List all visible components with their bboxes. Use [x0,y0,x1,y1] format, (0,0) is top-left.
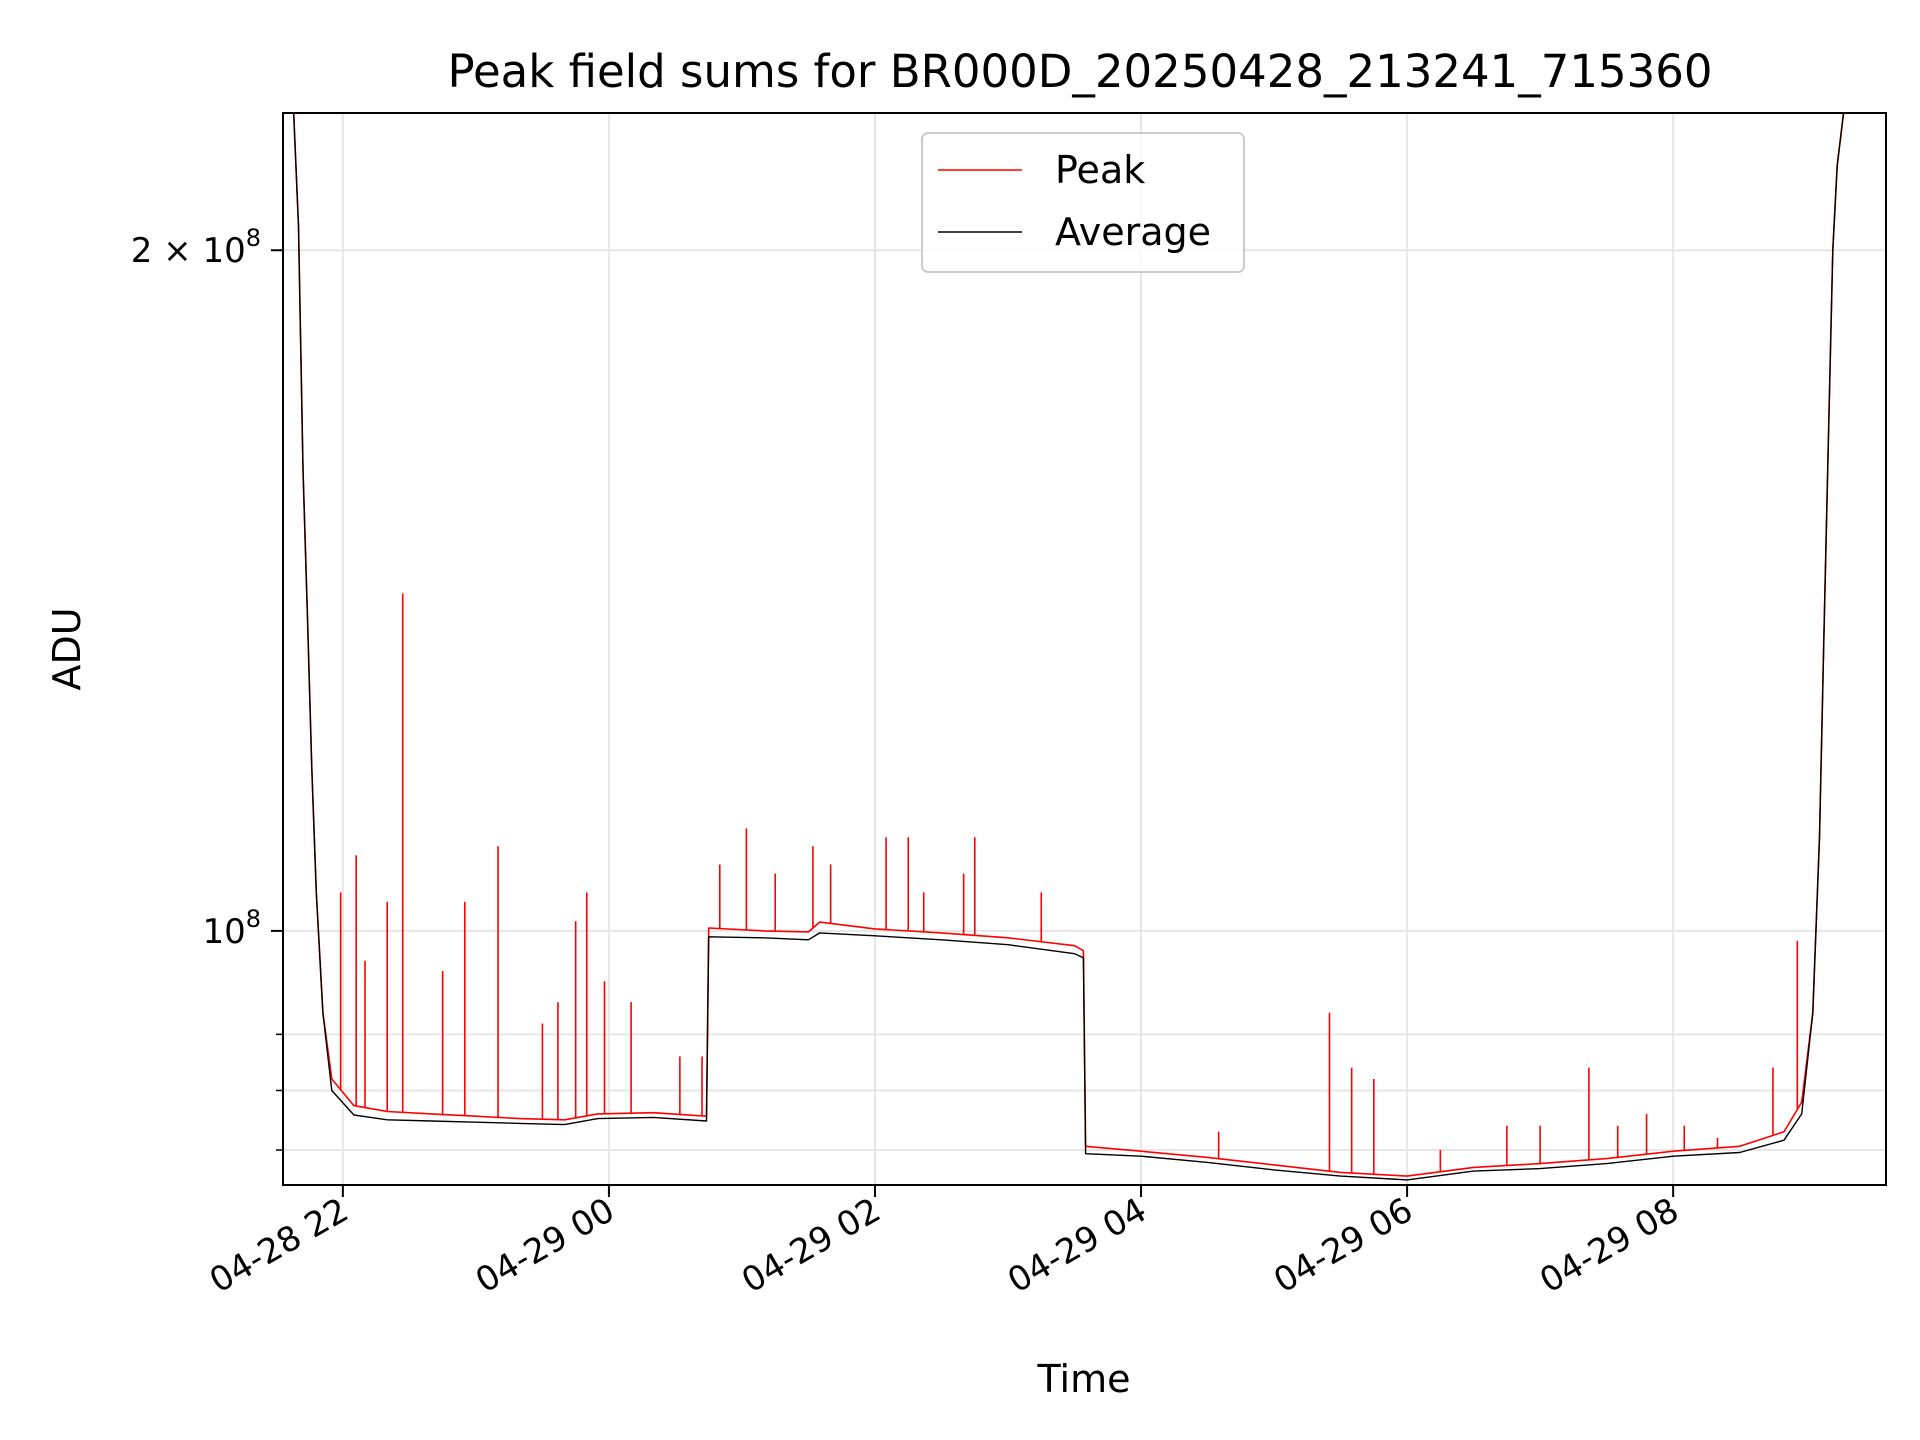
legend-box [921,132,1245,273]
x-axis-label: Time [1037,1357,1131,1401]
y-tick-label: 108 [202,905,261,952]
chart-title: Peak field sums for BR000D_20250428_2132… [447,45,1712,98]
y-axis-label: ADU [45,607,89,690]
legend: Peak Average [921,132,1245,273]
legend-label-average: Average [1055,210,1211,254]
series-lines [292,113,1845,1181]
series-line-average [292,113,1845,1181]
y-minor-ticks [276,1033,283,1151]
legend-label-peak: Peak [1055,148,1145,192]
y-ticks: 2 × 108 108 [131,224,283,952]
plot-frame [282,112,1887,1186]
y-tick-label: 2 × 108 [131,224,261,271]
